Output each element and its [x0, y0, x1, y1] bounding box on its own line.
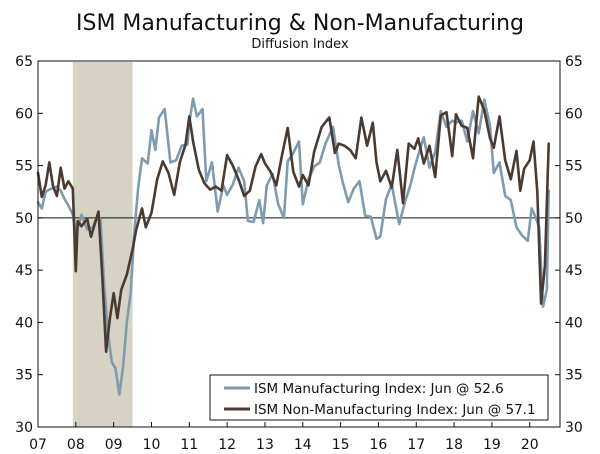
- x-tick-label: 19: [483, 437, 501, 453]
- plot-border: [37, 60, 561, 428]
- y-tick-label: 55: [565, 159, 583, 175]
- y-tick-label: 65: [15, 54, 33, 70]
- y-tick-label: 55: [15, 159, 33, 175]
- y-tick-label: 30: [565, 420, 583, 436]
- x-tick-label: 20: [521, 437, 539, 453]
- x-tick-label: 09: [105, 437, 123, 453]
- y-tick-label: 50: [15, 211, 33, 227]
- y-tick-label: 35: [15, 368, 33, 384]
- plot-frame: [37, 60, 561, 428]
- x-tick-label: 08: [67, 437, 85, 453]
- chart-title: ISM Manufacturing & Non-Manufacturing: [76, 11, 524, 36]
- series-line-non-manufacturing: [36, 95, 550, 353]
- y-tick-label: 60: [565, 106, 583, 122]
- y-tick-label: 60: [15, 106, 33, 122]
- x-tick-label: 13: [256, 437, 274, 453]
- legend-box: [209, 374, 549, 421]
- x-tick-label: 16: [370, 437, 388, 453]
- x-tick-label: 15: [332, 437, 350, 453]
- chart-subtitle: Diffusion Index: [251, 37, 349, 52]
- x-tick-label: 12: [218, 437, 236, 453]
- y-tick-label: 45: [565, 263, 583, 279]
- x-tick-label: 14: [294, 437, 312, 453]
- x-tick-label: 17: [407, 437, 425, 453]
- series-lines: [36, 95, 550, 396]
- y-axis-right: 30 35 40 45 50 55 60 65: [555, 54, 583, 436]
- x-tick-label: 11: [180, 437, 198, 453]
- legend: ISM Manufacturing Index: Jun @ 52.6 ISM N…: [209, 374, 549, 421]
- y-tick-label: 40: [565, 315, 583, 331]
- x-tick-label: 07: [29, 437, 47, 453]
- y-tick-label: 40: [15, 315, 33, 331]
- legend-label: ISM Manufacturing Index: Jun @ 52.6: [254, 381, 504, 397]
- y-tick-label: 35: [565, 368, 583, 384]
- y-axis-left: 30 35 40 45 50 55 60 65: [15, 54, 43, 436]
- x-tick-label: 10: [143, 437, 161, 453]
- y-tick-label: 45: [15, 263, 33, 279]
- y-tick-label: 65: [565, 54, 583, 70]
- x-tick-label: 18: [445, 437, 463, 453]
- x-axis: 07 08 09 10 11 12 13 14 15 16 17 18 19 20: [29, 422, 539, 453]
- series-line-manufacturing: [36, 97, 550, 396]
- y-tick-label: 50: [565, 211, 583, 227]
- y-tick-label: 30: [15, 420, 33, 436]
- legend-label: ISM Non-Manufacturing Index: Jun @ 57.1: [254, 402, 536, 418]
